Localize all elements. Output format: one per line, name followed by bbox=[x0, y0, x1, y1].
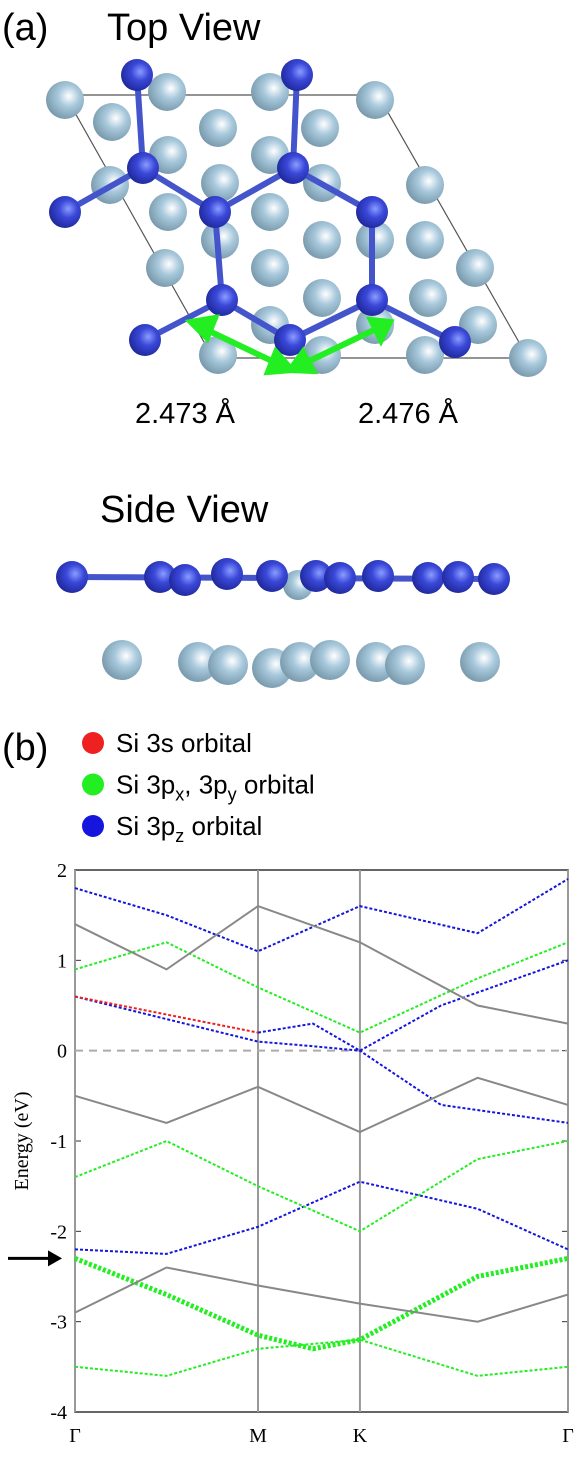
bond-arrows bbox=[184, 314, 395, 376]
legend-swatch bbox=[82, 815, 104, 837]
band bbox=[74, 941, 569, 1034]
bond-length: 2.473 Å bbox=[135, 397, 236, 430]
legend-label: Si 3s orbital bbox=[116, 728, 252, 758]
band bbox=[74, 904, 569, 1025]
legend-swatch bbox=[82, 732, 104, 754]
band bbox=[74, 1255, 569, 1352]
legend-text: , 3p bbox=[184, 770, 227, 800]
y-tick-label: 1 bbox=[57, 950, 67, 972]
band bbox=[257, 959, 569, 1052]
band bbox=[74, 995, 259, 1034]
side-adatoms bbox=[56, 558, 510, 600]
adatoms bbox=[49, 59, 471, 358]
x-tick-label: Γ bbox=[562, 1425, 574, 1447]
legend-swatch bbox=[82, 773, 104, 796]
view-title: Top View bbox=[107, 7, 261, 49]
subscript: x bbox=[175, 785, 184, 805]
y-tick-label: 2 bbox=[57, 860, 67, 882]
legend-text: Si 3p bbox=[116, 770, 175, 800]
panel-label: (a) bbox=[2, 7, 48, 49]
bond-length: 2.476 Å bbox=[358, 397, 459, 430]
subscript: z bbox=[175, 826, 184, 846]
y-tick-label: -3 bbox=[50, 1312, 67, 1334]
arrow-head bbox=[48, 1250, 62, 1267]
band bbox=[74, 1180, 569, 1255]
x-tick-label: Γ bbox=[69, 1425, 81, 1447]
legend-text: Si 3p bbox=[116, 811, 175, 841]
legend-text: Si 3s orbital bbox=[116, 728, 252, 758]
band bbox=[74, 878, 569, 953]
band bbox=[74, 1139, 569, 1233]
panel-label: (b) bbox=[2, 727, 48, 769]
y-tick-label: 0 bbox=[57, 1041, 67, 1063]
legend-label: Si 3px, 3py orbital bbox=[116, 770, 315, 805]
band bbox=[74, 1338, 569, 1377]
top-view: (a) Top View 2.473 Å 2.476 Å Side View bbox=[2, 7, 547, 688]
view-title: Side View bbox=[100, 489, 269, 531]
y-tick-label: -1 bbox=[50, 1131, 67, 1153]
x-tick-label: K bbox=[353, 1425, 368, 1447]
plot-frame bbox=[74, 869, 569, 1413]
side-substrate bbox=[102, 640, 500, 688]
x-tick-label: M bbox=[249, 1425, 267, 1447]
y-tick-label: -2 bbox=[50, 1221, 67, 1243]
legend-label: Si 3pz orbital bbox=[116, 811, 262, 846]
y-tick-label: -4 bbox=[50, 1402, 67, 1424]
legend-text: orbital bbox=[237, 770, 315, 800]
y-axis-label: Energy (eV) bbox=[11, 1091, 33, 1190]
band bbox=[74, 1266, 569, 1323]
legend-text: orbital bbox=[184, 811, 262, 841]
subscript: y bbox=[228, 785, 237, 805]
band bbox=[74, 1076, 569, 1134]
